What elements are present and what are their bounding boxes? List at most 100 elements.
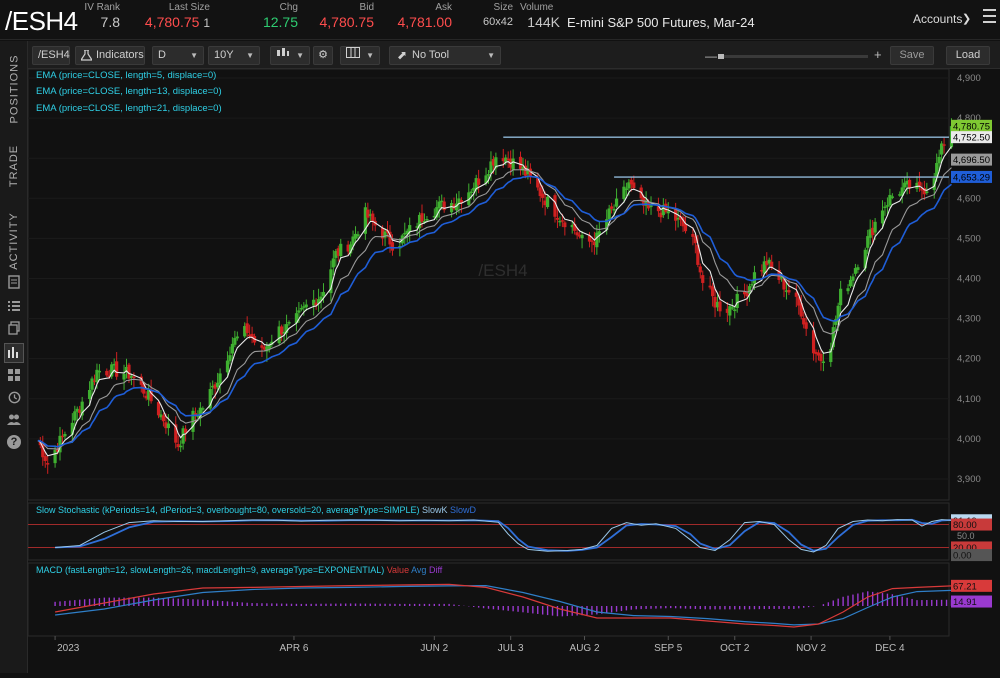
candle-body: [316, 299, 321, 304]
candle-body: [871, 227, 875, 236]
list-icon[interactable]: [7, 299, 21, 313]
bid-value[interactable]: 4,780.75: [319, 14, 375, 30]
horizontal-levels: [503, 136, 949, 178]
ask-value[interactable]: 4,781.00: [397, 14, 453, 30]
price-tick-label: 4,200: [957, 354, 981, 365]
chart-svg[interactable]: /ESH4 4,9004,8004,7004,6004,5004,4004,30…: [27, 68, 1000, 673]
candle-body: [868, 229, 872, 238]
candle-body: [388, 231, 392, 245]
candle-body: [280, 326, 284, 335]
gear-icon: ⚙: [318, 49, 328, 61]
tool-value: No Tool: [412, 49, 450, 61]
candle-body: [331, 258, 335, 268]
candle-body: [890, 196, 894, 198]
people-icon[interactable]: [7, 413, 21, 427]
price-tag-label: 4,780.75: [953, 121, 990, 132]
candle-body: [922, 187, 926, 195]
candle-body: [457, 198, 461, 205]
candle-body: [760, 270, 764, 272]
candle-body: [701, 275, 705, 283]
candle-body: [900, 187, 904, 196]
tab-positions[interactable]: POSITIONS: [0, 51, 28, 126]
range-value: 10Y: [214, 49, 234, 61]
candle-body: [474, 178, 478, 190]
candle-body: [181, 428, 185, 444]
candle-body: [304, 304, 308, 308]
candle-body: [225, 360, 230, 373]
symbol-field[interactable]: /ESH4: [32, 46, 70, 65]
candle-body: [196, 415, 200, 417]
settings-button[interactable]: ⚙: [313, 46, 333, 65]
stochastic-legend-slowk: SlowK: [422, 505, 448, 515]
candle-body: [903, 182, 907, 188]
candle-body: [811, 330, 816, 354]
candle-body: [381, 227, 385, 239]
candle-body: [265, 346, 269, 352]
candle-body: [676, 217, 680, 220]
zoom-slider-handle[interactable]: [718, 54, 724, 59]
candle-body: [459, 200, 464, 203]
chevron-down-icon[interactable]: ❯: [962, 13, 972, 25]
price-tag-box: [951, 153, 992, 166]
zoom-slider[interactable]: [718, 54, 868, 59]
stochastic-value-box: [951, 549, 992, 562]
last-size-value: 1: [203, 16, 210, 30]
candle-body: [528, 168, 532, 177]
candle-body: [356, 234, 360, 237]
grid-icon[interactable]: [7, 369, 21, 383]
studies-select[interactable]: ▼: [340, 46, 380, 65]
chart-area[interactable]: /ESH4 4,9004,8004,7004,6004,5004,4004,30…: [27, 68, 1000, 673]
interval-value: D: [158, 49, 166, 61]
candle-body: [804, 322, 808, 329]
save-button[interactable]: Save: [890, 46, 934, 65]
candle-body: [477, 178, 481, 185]
candle-body: [216, 382, 220, 387]
indicators-button[interactable]: Indicators: [75, 46, 145, 65]
candle-body: [735, 293, 739, 309]
candle-body: [284, 324, 289, 334]
macd-value-line: [54, 583, 952, 628]
dropdown-arrow-icon: ▼: [190, 51, 198, 60]
candle-body: [853, 268, 858, 274]
candle-body: [698, 266, 702, 273]
menu-icon[interactable]: [983, 9, 996, 23]
candle-body: [334, 251, 338, 258]
history-icon[interactable]: [7, 391, 21, 405]
help-icon[interactable]: ?: [7, 435, 21, 449]
macd-legend-value: Value: [387, 565, 409, 575]
chart-toolbar: /ESH4 Indicators D ▼ 10Y ▼ ▼ ⚙ ▼ ⬈ No Tool…: [28, 41, 1000, 69]
candle-body: [420, 213, 424, 222]
candle-body: [553, 195, 557, 217]
copy-icon[interactable]: [7, 321, 21, 335]
zoom-out-icon[interactable]: —: [705, 49, 717, 63]
candle-body: [60, 435, 65, 438]
dropdown-arrow-icon: ▼: [366, 51, 374, 60]
tab-activity[interactable]: ACTIVITY: [0, 206, 28, 276]
candle-body: [144, 395, 148, 399]
candle-body: [405, 230, 409, 235]
size-label: Size: [493, 2, 513, 13]
document-icon[interactable]: [7, 275, 21, 289]
candle-body: [127, 364, 131, 379]
chart-type-select[interactable]: ▼: [270, 46, 310, 65]
symbol-title[interactable]: /ESH4: [5, 6, 78, 36]
candle-body: [53, 449, 57, 464]
candle-body: [87, 389, 92, 399]
drawing-tool-select[interactable]: ⬈ No Tool ▼: [389, 46, 501, 65]
chart-icon[interactable]: [4, 343, 24, 363]
accounts-menu[interactable]: Accounts: [913, 12, 963, 26]
tab-trade[interactable]: TRADE: [0, 136, 28, 196]
macd-legend-avg: Avg: [411, 565, 426, 575]
zoom-in-icon[interactable]: +: [874, 47, 882, 62]
candle-body: [408, 225, 412, 232]
load-button[interactable]: Load: [946, 46, 990, 65]
candle-body: [55, 449, 60, 452]
candle-body: [597, 231, 601, 236]
candle-body: [747, 286, 752, 294]
interval-select[interactable]: D ▼: [152, 46, 204, 65]
candle-body: [752, 272, 757, 284]
candle-body: [787, 290, 791, 293]
range-select[interactable]: 10Y ▼: [208, 46, 260, 65]
